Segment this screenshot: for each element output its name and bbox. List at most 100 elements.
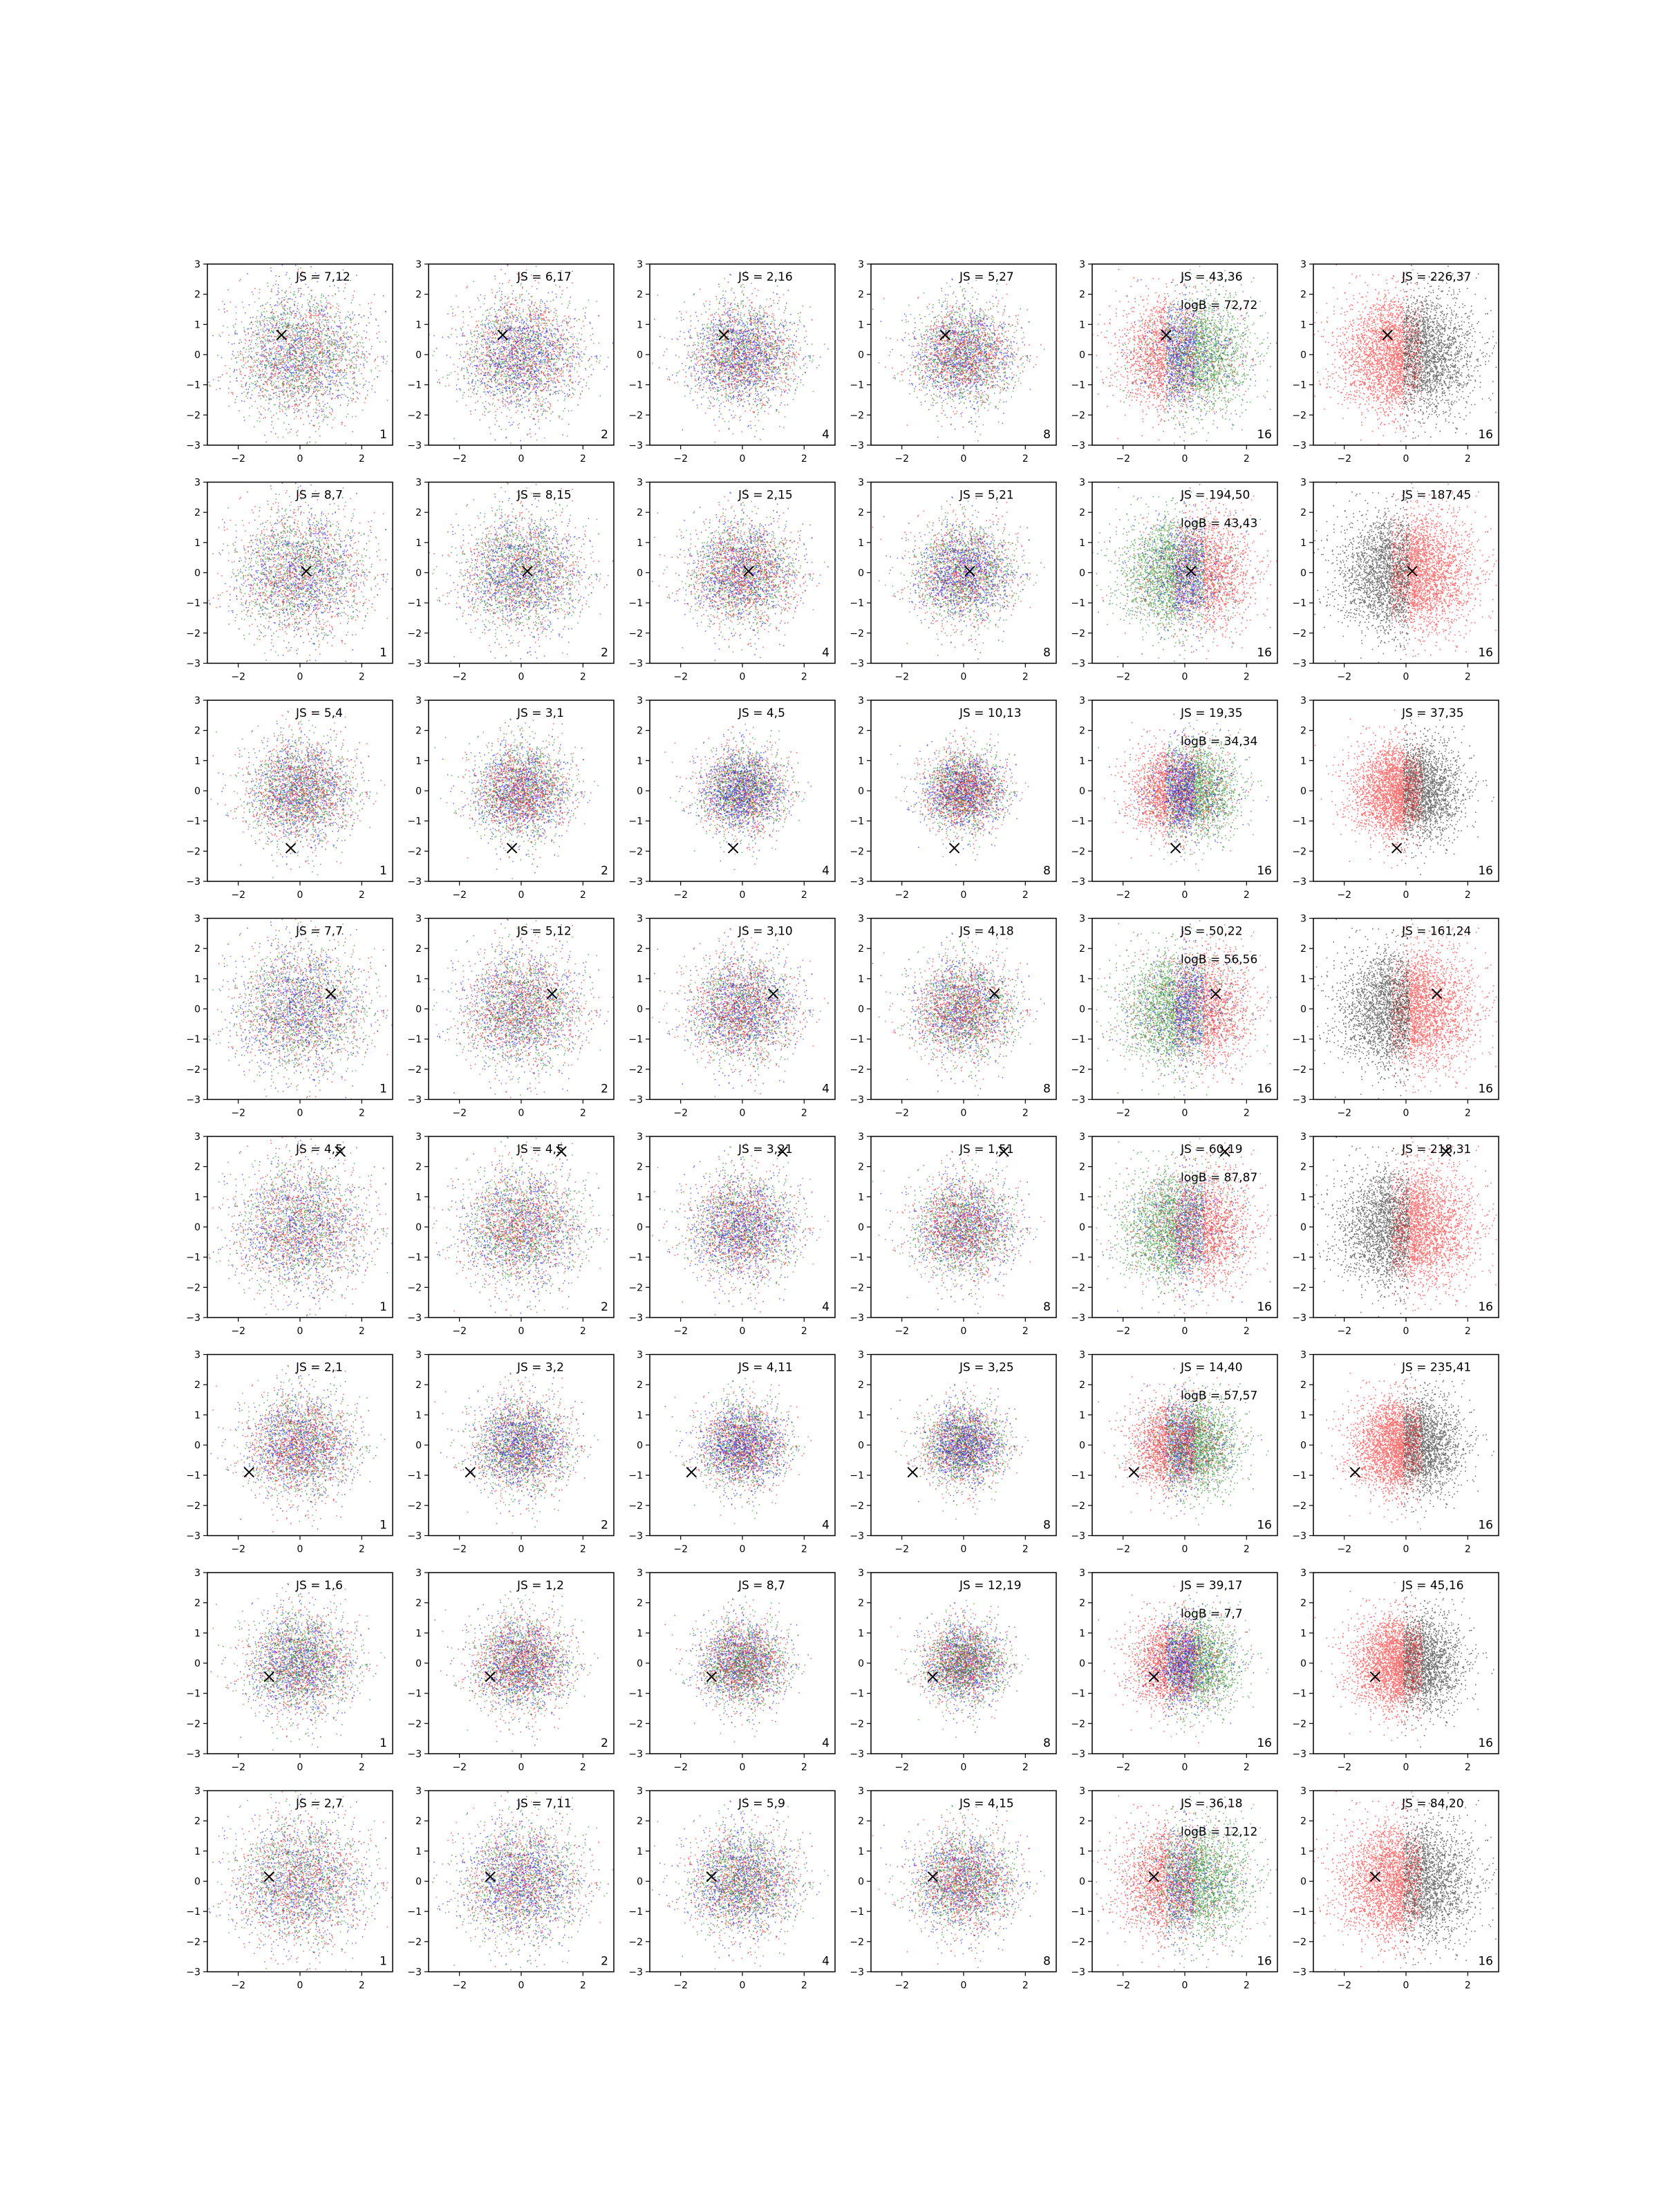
y-tick-label: −2 bbox=[628, 628, 643, 639]
y-tick-label: −1 bbox=[850, 380, 864, 391]
points-008000 bbox=[196, 915, 386, 1130]
x-tick-label: 2 bbox=[1244, 1762, 1250, 1773]
scatter-points bbox=[1076, 913, 1289, 1108]
scatter-points bbox=[204, 1363, 385, 1543]
js-annotation: JS = 43,36 bbox=[1180, 270, 1243, 284]
js-annotation: JS = 7,7 bbox=[295, 925, 343, 939]
x-tick-label: 0 bbox=[961, 1544, 967, 1555]
x-tick-label: 2 bbox=[801, 672, 807, 683]
logb-annotation: logB = 12,12 bbox=[1181, 1826, 1257, 1839]
y-tick-label: 3 bbox=[858, 259, 864, 270]
points-ff0000 bbox=[438, 261, 599, 446]
axes-frame bbox=[1092, 1791, 1277, 1972]
y-tick-label: 1 bbox=[637, 1192, 643, 1203]
y-tick-label: 3 bbox=[415, 914, 422, 925]
sample-count-label: 16 bbox=[1478, 646, 1493, 660]
y-tick-label: 3 bbox=[1300, 695, 1306, 706]
y-tick-label: −2 bbox=[1292, 1501, 1306, 1512]
points-008000 bbox=[420, 1134, 606, 1337]
js-annotation: JS = 2,1 bbox=[295, 1361, 343, 1375]
y-tick-label: 0 bbox=[858, 1441, 864, 1452]
x-tick-label: 2 bbox=[1465, 1544, 1471, 1555]
x-tick-label: 0 bbox=[297, 1326, 303, 1337]
y-tick-label: 2 bbox=[858, 1380, 864, 1391]
y-tick-label: 2 bbox=[415, 944, 422, 955]
points-008000 bbox=[426, 266, 617, 465]
y-tick-label: 1 bbox=[1300, 538, 1306, 549]
scatter-points bbox=[872, 494, 1045, 665]
js-annotation: JS = 4,5 bbox=[516, 1143, 564, 1156]
y-tick-label: 0 bbox=[1300, 1658, 1306, 1669]
scatter-points bbox=[434, 1588, 598, 1751]
x-tick-label: −2 bbox=[231, 1108, 245, 1119]
x-tick-label: −2 bbox=[452, 890, 467, 901]
y-tick-label: 3 bbox=[637, 1132, 643, 1143]
x-tick-label: −2 bbox=[673, 1980, 688, 1991]
y-tick-label: −2 bbox=[1292, 1065, 1306, 1076]
x-tick-label: 0 bbox=[297, 1762, 303, 1773]
y-tick-label: 2 bbox=[1079, 944, 1085, 955]
y-tick-label: −3 bbox=[407, 659, 422, 670]
y-tick-label: 1 bbox=[858, 1846, 864, 1857]
y-tick-label: 0 bbox=[637, 786, 643, 797]
y-tick-label: −2 bbox=[628, 1282, 643, 1293]
points-0000ff bbox=[890, 728, 1020, 865]
y-tick-label: −2 bbox=[186, 1501, 200, 1512]
y-tick-label: −2 bbox=[1071, 1501, 1085, 1512]
y-tick-label: 2 bbox=[637, 1162, 643, 1173]
sample-count-label: 16 bbox=[1257, 1300, 1272, 1314]
x-tick-label: 0 bbox=[740, 1544, 746, 1555]
y-tick-label: 0 bbox=[637, 1441, 643, 1452]
scatter-points bbox=[665, 1597, 812, 1742]
points-000000 bbox=[1403, 1371, 1494, 1517]
logb-annotation: logB = 7,7 bbox=[1181, 1607, 1243, 1621]
scatter-points bbox=[1315, 1365, 1494, 1529]
y-tick-label: −2 bbox=[850, 1065, 864, 1076]
y-tick-label: 1 bbox=[194, 1192, 200, 1203]
y-tick-label: −1 bbox=[186, 1470, 200, 1481]
y-tick-label: −3 bbox=[1292, 1531, 1306, 1542]
x-tick-label: −2 bbox=[231, 1326, 245, 1337]
y-tick-label: 0 bbox=[415, 1222, 422, 1233]
y-tick-label: −3 bbox=[407, 1095, 422, 1106]
y-tick-label: −2 bbox=[407, 1937, 422, 1948]
y-tick-label: 1 bbox=[858, 538, 864, 549]
scatter-points bbox=[872, 1149, 1045, 1320]
y-tick-label: 0 bbox=[415, 1004, 422, 1015]
x-tick-label: 0 bbox=[518, 1762, 525, 1773]
y-tick-label: 0 bbox=[1079, 568, 1085, 579]
x-tick-label: −2 bbox=[1116, 890, 1130, 901]
y-tick-label: −3 bbox=[1071, 1967, 1085, 1978]
y-tick-label: 3 bbox=[194, 914, 200, 925]
x-tick-label: 2 bbox=[1465, 1108, 1471, 1119]
x-marker bbox=[485, 1672, 495, 1682]
y-tick-label: 0 bbox=[858, 568, 864, 579]
y-tick-label: 1 bbox=[194, 1846, 200, 1857]
scatter-points bbox=[872, 930, 1045, 1101]
x-tick-label: −2 bbox=[452, 1762, 467, 1773]
y-tick-label: −3 bbox=[1292, 1749, 1306, 1760]
axes-frame bbox=[1092, 482, 1277, 664]
y-tick-label: −1 bbox=[1292, 1470, 1306, 1481]
y-tick-label: 0 bbox=[194, 1877, 200, 1888]
x-tick-label: 2 bbox=[359, 890, 365, 901]
scatter-points bbox=[645, 926, 828, 1107]
x-tick-label: 2 bbox=[1022, 1762, 1029, 1773]
sample-count-label: 16 bbox=[1478, 864, 1493, 878]
scatter-points bbox=[665, 1378, 812, 1524]
y-tick-label: −2 bbox=[850, 1718, 864, 1730]
sample-count-label: 16 bbox=[1257, 1736, 1272, 1750]
x-tick-label: 0 bbox=[740, 890, 746, 901]
axes-frame bbox=[429, 1791, 614, 1972]
x-tick-label: 0 bbox=[1182, 890, 1188, 901]
js-annotation: JS = 39,17 bbox=[1180, 1579, 1243, 1593]
y-tick-label: −1 bbox=[628, 1470, 643, 1481]
y-tick-label: −1 bbox=[628, 816, 643, 827]
